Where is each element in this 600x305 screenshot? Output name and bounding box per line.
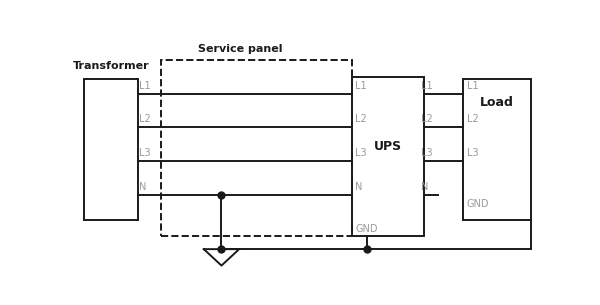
- Text: N: N: [421, 182, 429, 192]
- Text: GND: GND: [356, 224, 378, 234]
- Text: L1: L1: [421, 81, 433, 91]
- Text: L3: L3: [421, 148, 433, 158]
- Bar: [161, 60, 352, 236]
- Text: L1: L1: [467, 81, 479, 91]
- Text: L3: L3: [355, 148, 367, 158]
- Text: L2: L2: [421, 114, 433, 124]
- Text: L1: L1: [355, 81, 367, 91]
- Text: L3: L3: [467, 148, 479, 158]
- Text: Load: Load: [480, 96, 514, 109]
- Text: L2: L2: [467, 114, 479, 124]
- Bar: [352, 77, 424, 236]
- Text: Transformer: Transformer: [73, 61, 149, 71]
- Text: Service panel: Service panel: [198, 44, 283, 54]
- Text: N: N: [139, 182, 146, 192]
- Text: L2: L2: [355, 114, 367, 124]
- Bar: [84, 79, 138, 220]
- Text: UPS: UPS: [374, 141, 402, 153]
- Text: GND: GND: [467, 199, 490, 209]
- Text: N: N: [355, 182, 363, 192]
- Text: L3: L3: [139, 148, 151, 158]
- Bar: [463, 79, 531, 220]
- Text: L1: L1: [139, 81, 151, 91]
- Text: L2: L2: [139, 114, 151, 124]
